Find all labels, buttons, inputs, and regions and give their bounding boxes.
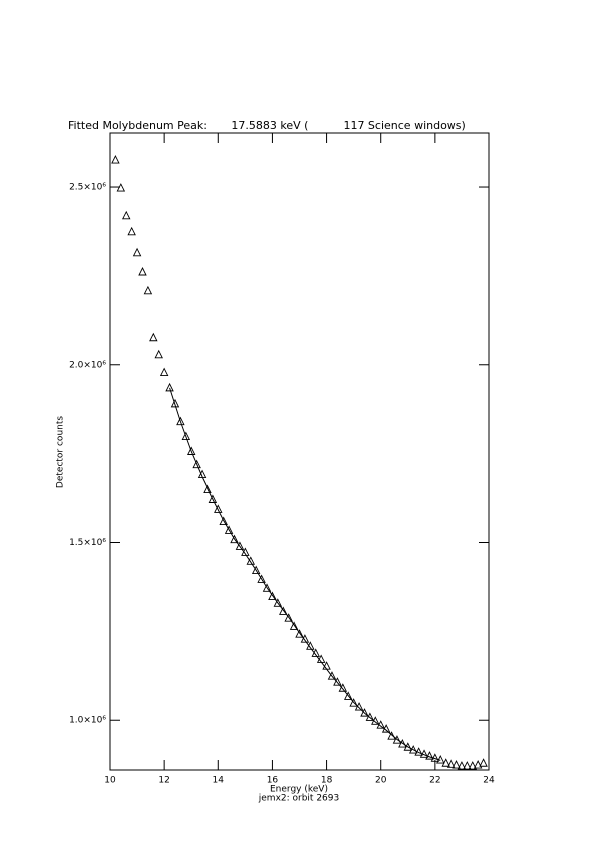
data-point xyxy=(392,735,402,744)
data-point xyxy=(344,691,353,700)
data-point xyxy=(365,712,375,721)
data-point xyxy=(203,484,212,493)
data-point xyxy=(122,210,131,220)
data-point xyxy=(235,541,245,550)
x-tick-label: 16 xyxy=(267,776,279,786)
data-point xyxy=(224,525,234,534)
data-point xyxy=(116,183,126,192)
data-point xyxy=(246,556,255,565)
data-point xyxy=(219,516,228,525)
data-point xyxy=(111,155,120,164)
data-point xyxy=(159,367,169,377)
data-point xyxy=(181,431,191,441)
subtitle: jemx2: orbit 2693 xyxy=(258,794,339,804)
data-point xyxy=(186,446,196,455)
y-tick-label: 1.5×10⁶ xyxy=(69,538,106,548)
data-point xyxy=(398,739,407,748)
plot-frame xyxy=(109,132,490,771)
data-point xyxy=(327,671,337,680)
x-tick-label: 12 xyxy=(158,776,169,786)
data-point xyxy=(333,677,342,686)
data-point xyxy=(360,708,369,717)
data-point xyxy=(446,759,456,768)
x-tick-label: 20 xyxy=(375,776,387,786)
data-point xyxy=(262,583,272,592)
data-point xyxy=(214,504,223,513)
data-point xyxy=(170,398,180,408)
data-point xyxy=(473,760,483,769)
data-point xyxy=(127,226,136,236)
data-point xyxy=(279,606,288,615)
data-point xyxy=(208,494,218,503)
x-tick-label: 18 xyxy=(321,776,333,786)
chart-title: Fitted Molybdenum Peak: 17.5883 keV ( 11… xyxy=(68,119,466,132)
data-point xyxy=(268,591,277,600)
data-point xyxy=(273,598,283,607)
data-point xyxy=(349,698,358,707)
x-tick-label: 10 xyxy=(104,776,116,786)
data-point xyxy=(479,758,488,767)
data-point xyxy=(441,758,450,767)
y-tick-label: 1.0×10⁶ xyxy=(69,716,106,726)
data-point xyxy=(257,574,266,583)
fit-line xyxy=(169,387,441,761)
data-point xyxy=(143,285,153,295)
data-point xyxy=(176,416,185,426)
data-point xyxy=(468,761,477,770)
x-tick-label: 14 xyxy=(213,776,225,786)
data-point xyxy=(408,745,418,754)
data-point xyxy=(338,683,348,692)
x-tick-label: 24 xyxy=(483,776,495,786)
data-point xyxy=(403,742,413,751)
data-point xyxy=(154,349,163,359)
data-point xyxy=(230,534,239,544)
data-point xyxy=(463,761,472,770)
data-point xyxy=(165,382,174,392)
data-point xyxy=(251,565,261,575)
x-tick-label: 22 xyxy=(429,776,440,786)
data-point xyxy=(192,459,201,469)
data-point xyxy=(284,613,293,622)
y-tick-label: 2.0×10⁶ xyxy=(69,360,106,370)
data-point xyxy=(295,629,304,638)
data-point xyxy=(289,621,299,630)
y-axis-label: Detector counts xyxy=(56,416,66,488)
x-axis-label: Energy (keV) xyxy=(270,785,328,795)
y-tick-label: 2.5×10⁶ xyxy=(69,183,106,193)
data-point xyxy=(138,266,147,276)
data-point xyxy=(452,760,461,769)
data-point xyxy=(457,761,467,770)
data-point xyxy=(149,332,158,342)
data-point xyxy=(132,247,142,257)
